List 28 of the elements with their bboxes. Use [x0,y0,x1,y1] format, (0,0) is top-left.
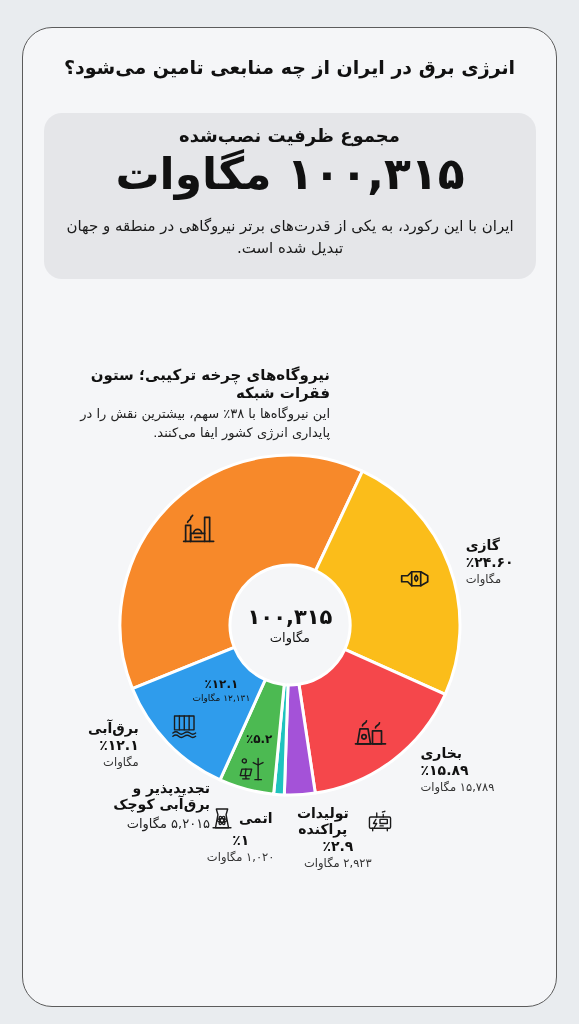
value-label: ٪۲.۹ [321,838,355,856]
annotation: ٪۱۲.۱ [203,677,240,693]
title: انرژی برق در ایران از چه منابعی تامین می‌شود؟ [62,55,517,80]
category-label: اتمی [238,810,273,826]
category-label: برق‌آبی [88,719,139,736]
value-label: ۲,۹۲۳ مگاوات [303,855,373,872]
value-label: ۱۵,۷۸۹ مگاوات [420,779,495,796]
category-label: نیروگاه‌های چرخه ترکیبی؛ ستون فقرات شبکه [89,366,330,402]
value-label: ٪۱۵.۸۹ [420,761,470,780]
annotation: ۱۰۰,۳۱۵ مگاوات [114,147,466,201]
annotation: مگاوات [268,629,312,646]
value-label: ٪۱ [231,831,251,850]
subtitle: مجموع ظرفیت نصب‌شده [178,124,401,148]
value-label: ۱,۰۲۰ مگاوات [206,849,275,866]
annotation: ۱۲,۱۳۱ مگاوات [192,692,251,705]
category-label: تجدیدپذیر و برق‌آبی کوچک [112,779,211,812]
value-label: مگاوات [465,571,503,588]
value-label: این نیروگاه‌ها با ۳۸٪ سهم، بیشترین نقش را در پایداری انرژی کشور ایفا می‌کنند. [78,405,330,443]
category-label: گازی [465,536,500,553]
value-label: ۵,۲۰۱۵ مگاوات [125,814,211,834]
value-label: مگاوات [102,754,139,771]
annotation: ایران با این رکورد، به یکی از قدرت‌های برتر نیروگاهی در منطقه و جهان تبدیل شده است. [65,216,515,259]
category-label: بخاری [420,744,463,761]
annotation: ٪۵.۲ [245,731,273,748]
category-label: تولیدات پراکنده [295,805,350,837]
value-label: ٪۱۲.۱ [99,736,139,755]
annotation: ۱۰۰,۳۱۵ [247,603,333,630]
value-label: ٪۲۴.۶۰ [465,553,514,572]
